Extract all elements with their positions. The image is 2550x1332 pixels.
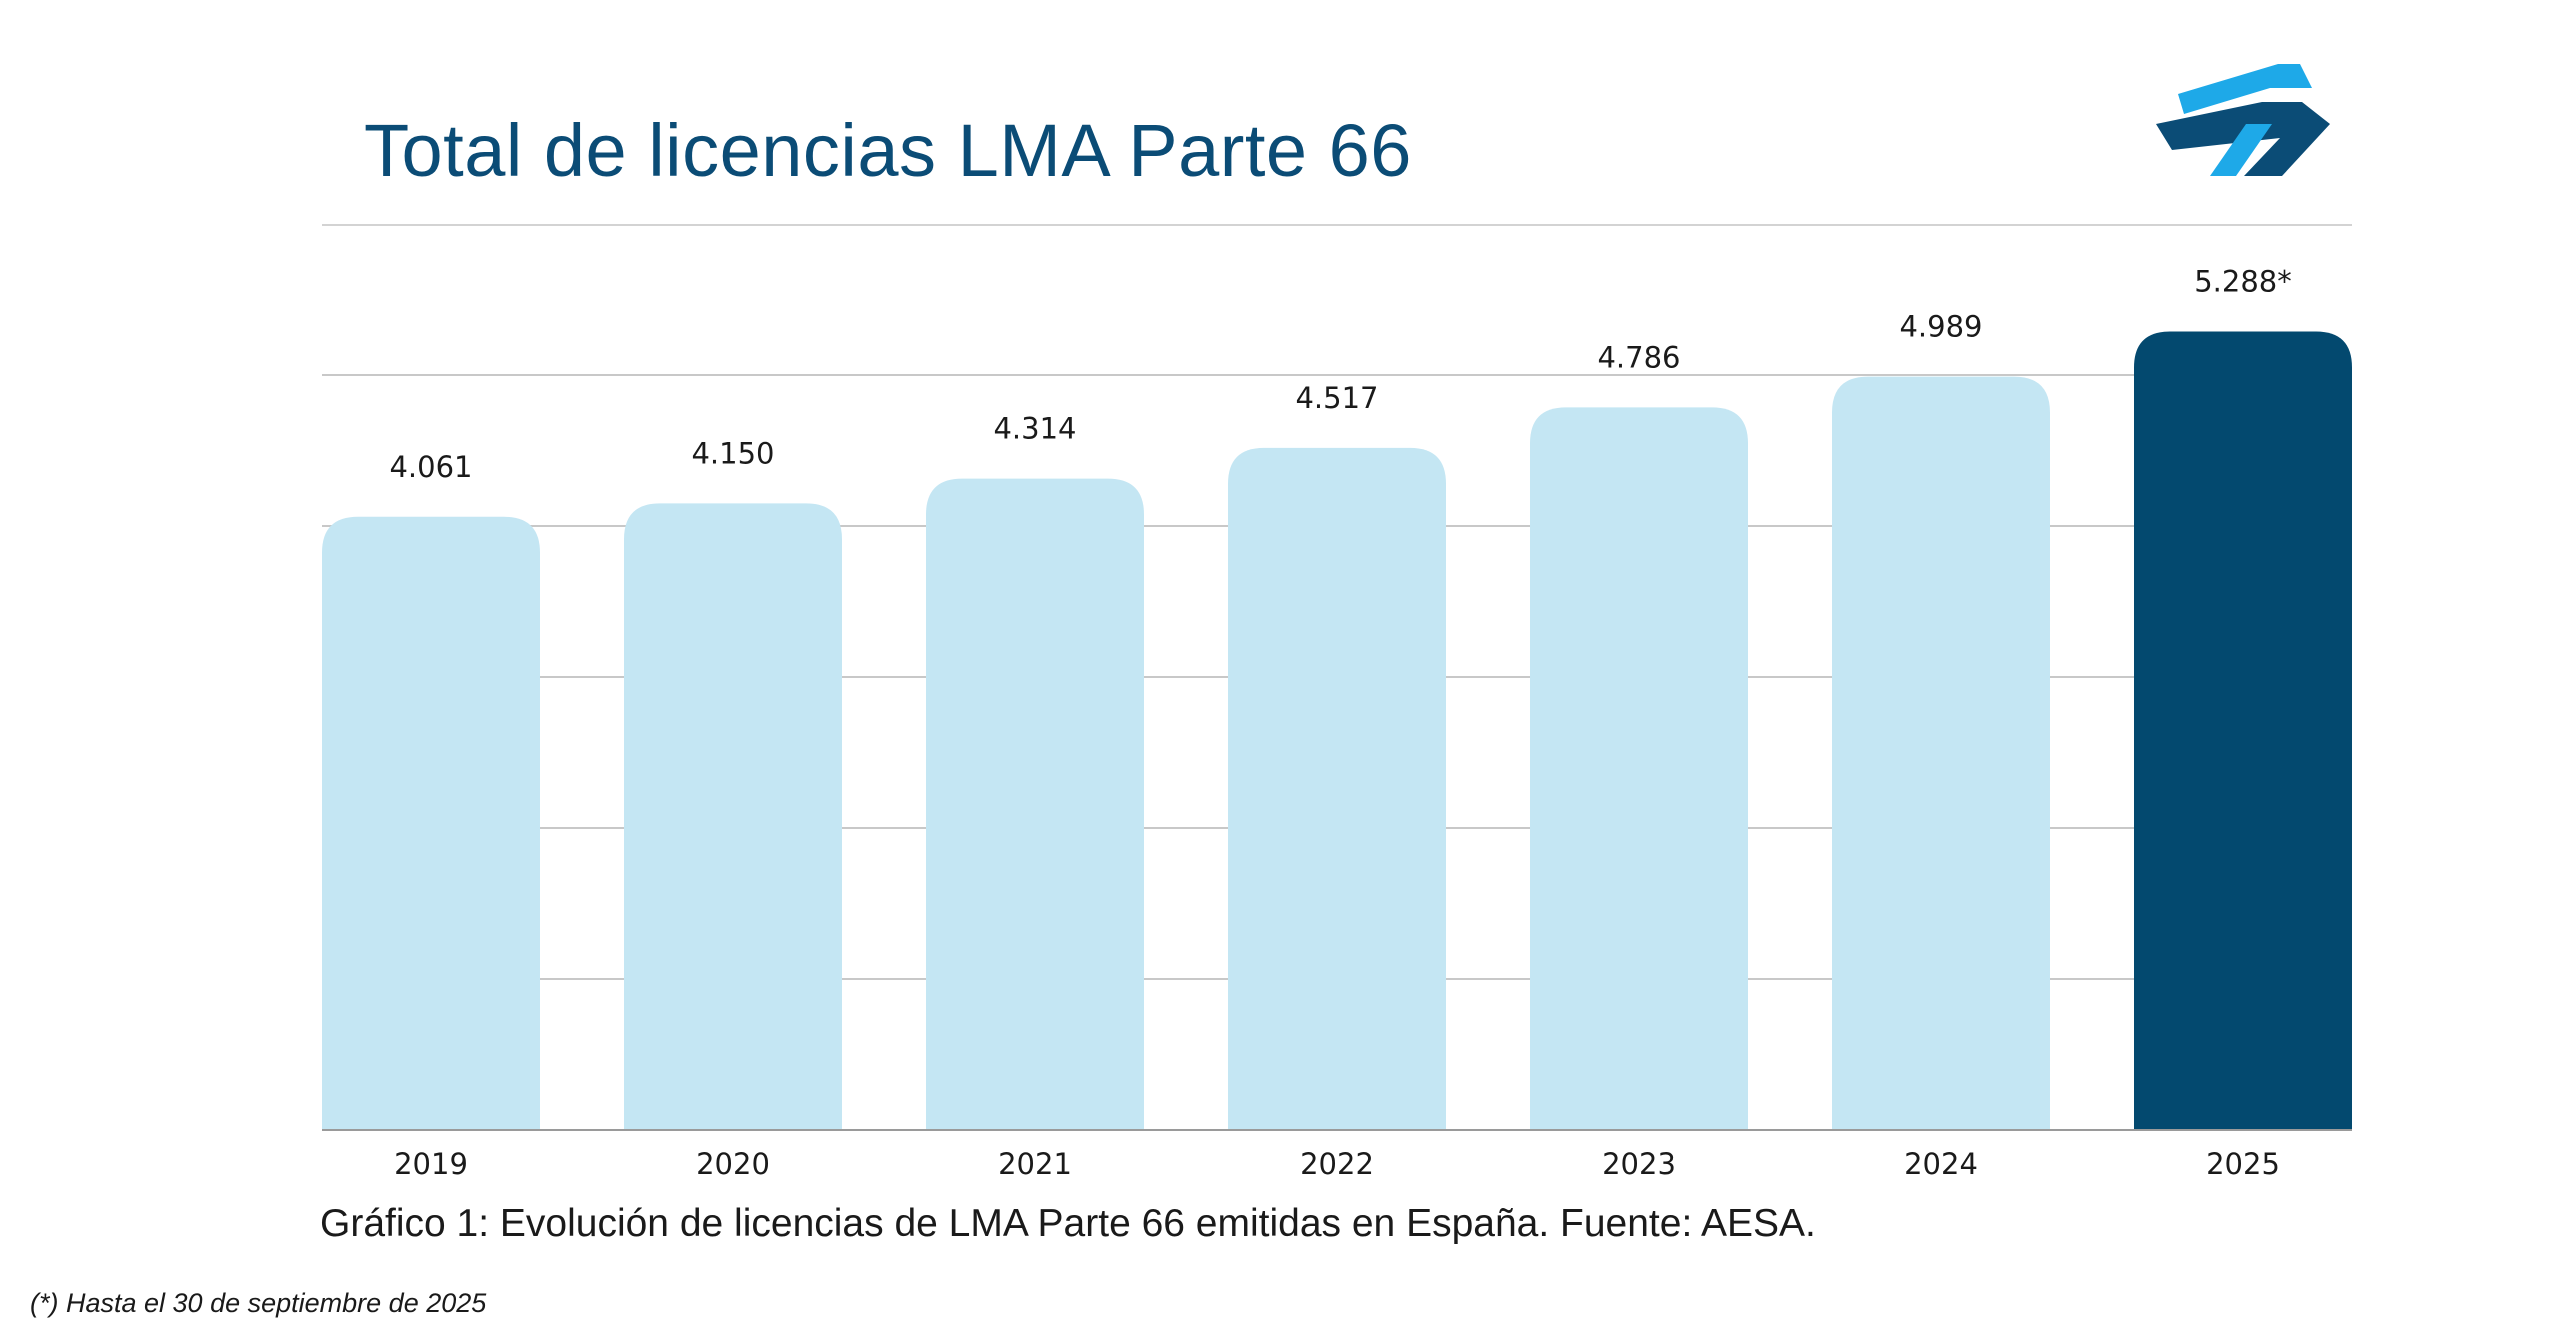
data-label-2020: 4.150 xyxy=(691,436,774,470)
page-title: Total de licencias LMA Parte 66 xyxy=(364,109,1412,192)
bar-chart: 4.061 2019 4.150 2020 4.314 2021 4.517 2022 4.78… xyxy=(322,265,2352,1181)
bar-2020 xyxy=(624,503,842,1131)
logo-upper-arrow xyxy=(2178,64,2312,114)
chart-caption: Gráfico 1: Evolución de licencias de LMA… xyxy=(320,1202,1816,1245)
x-tick-label-2024: 2024 xyxy=(1904,1147,1978,1181)
bar-2023 xyxy=(1530,407,1748,1131)
data-label-2021: 4.314 xyxy=(993,412,1076,446)
x-tick-label-2022: 2022 xyxy=(1300,1147,1374,1181)
x-tick-label-2023: 2023 xyxy=(1602,1147,1676,1181)
x-tick-label-2020: 2020 xyxy=(696,1147,770,1181)
bar-2021 xyxy=(926,478,1144,1130)
x-tick-label-2019: 2019 xyxy=(394,1147,468,1181)
data-label-2022: 4.517 xyxy=(1295,381,1378,415)
data-label-2023: 4.786 xyxy=(1597,340,1680,374)
x-tick-label-2025: 2025 xyxy=(2206,1147,2280,1181)
data-label-2025: 5.288* xyxy=(2194,265,2292,299)
bar-2025 xyxy=(2134,331,2352,1131)
data-label-2019: 4.061 xyxy=(389,450,472,484)
title-divider xyxy=(322,224,2352,226)
bar-2019 xyxy=(322,516,540,1130)
brand-arrows-logo xyxy=(2156,64,2330,176)
bar-2024 xyxy=(1832,376,2050,1130)
data-label-2024: 4.989 xyxy=(1899,310,1982,344)
bar-2022 xyxy=(1228,447,1446,1131)
logo-slash-arrow xyxy=(2210,124,2272,176)
footnote: (*) Hasta el 30 de septiembre de 2025 xyxy=(30,1288,487,1318)
x-tick-label-2021: 2021 xyxy=(998,1147,1072,1181)
